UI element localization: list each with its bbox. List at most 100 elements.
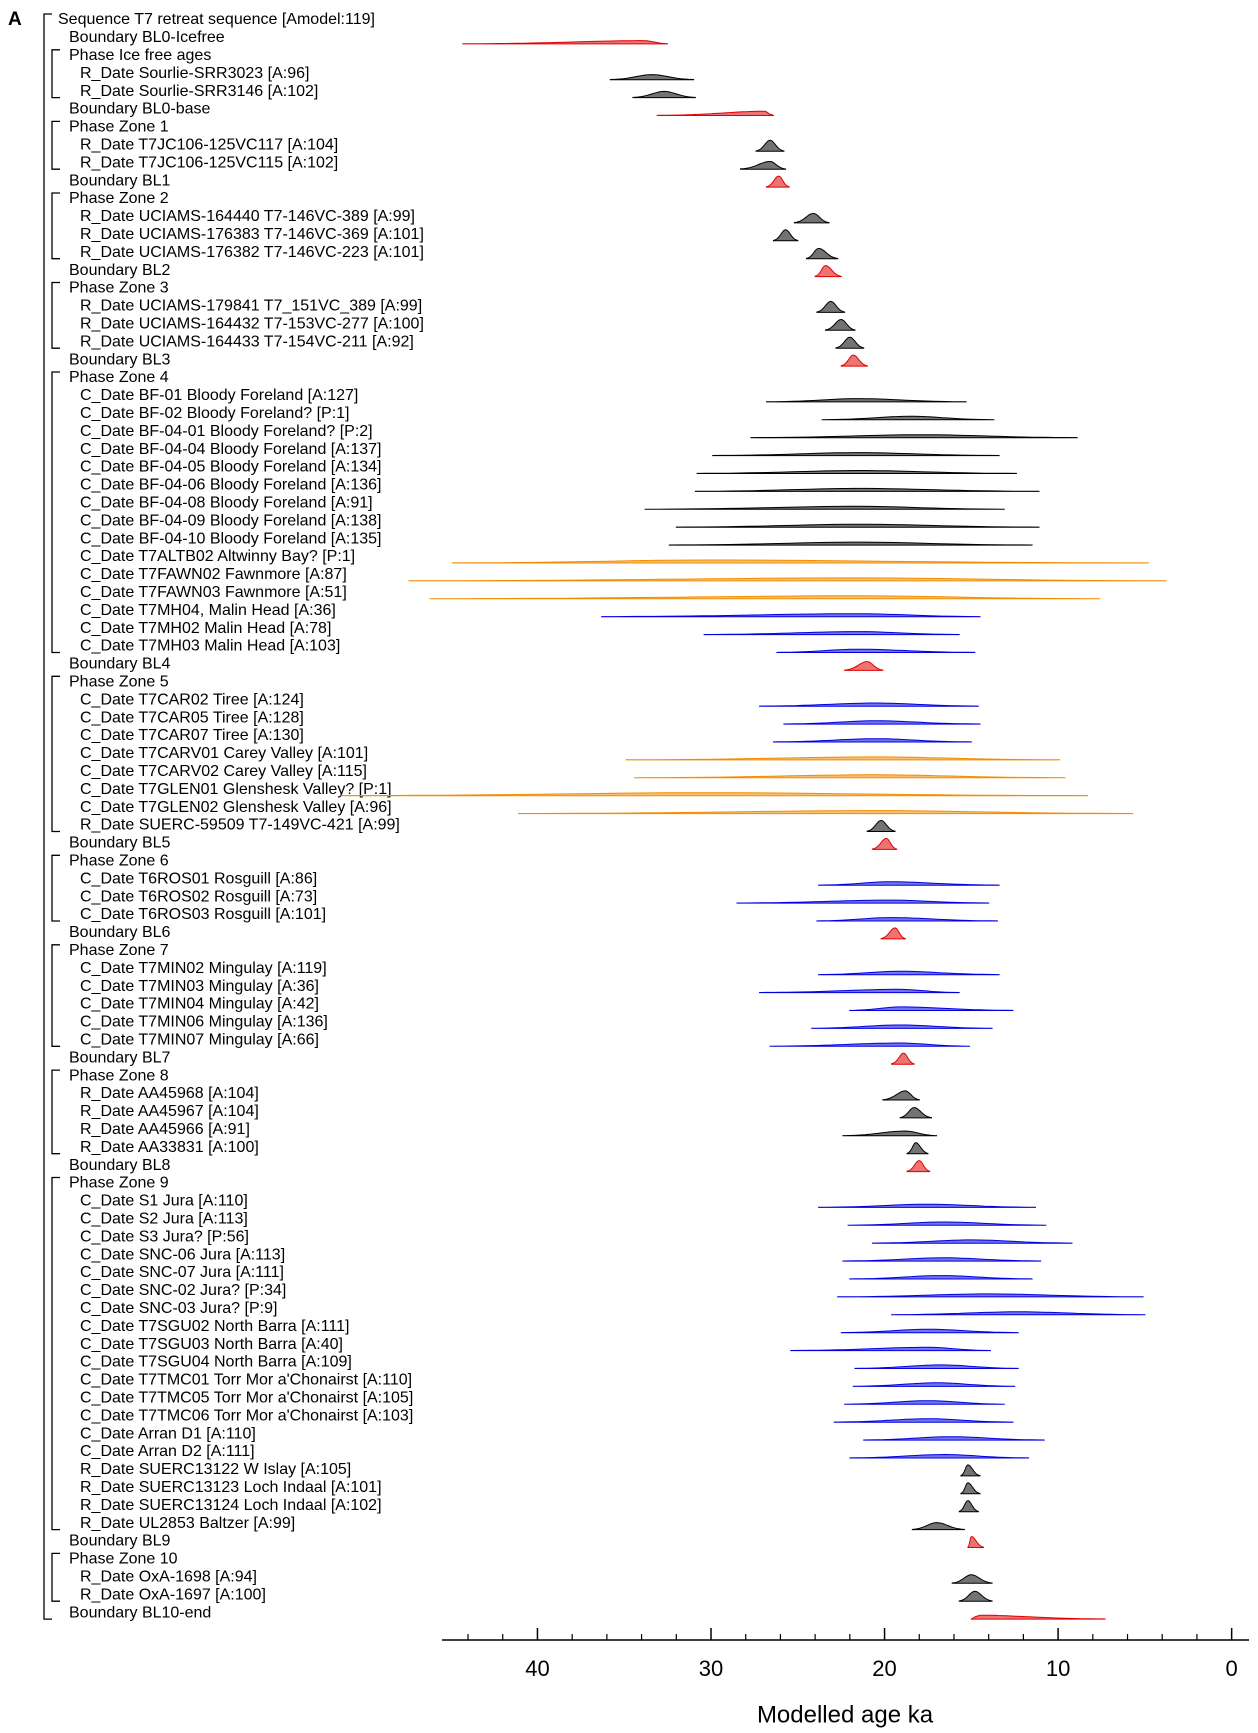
distribution [818, 1203, 1036, 1208]
distribution [842, 1130, 938, 1137]
distribution [811, 1024, 993, 1029]
date-label: C_Date T7CAR05 Tiree [A:128] [80, 709, 304, 726]
date-label: R_Date AA45966 [A:91] [80, 1121, 250, 1138]
date-label: R_Date SUERC13122 W Islay [A:105] [80, 1461, 351, 1478]
distribution [675, 523, 1040, 528]
date-label: C_Date T7MH03 Malin Head [A:103] [80, 638, 340, 655]
x-axis-title: Modelled age ka [757, 1701, 934, 1728]
phase-label: Phase Zone 2 [69, 190, 169, 207]
date-label: C_Date BF-04-09 Bloody Foreland [A:138] [80, 512, 382, 529]
date-label: R_Date UCIAMS-176383 T7-146VC-369 [A:101… [80, 226, 424, 243]
distribution [849, 1275, 1033, 1280]
distribution [755, 139, 785, 152]
distribution [625, 756, 1061, 761]
date-label: C_Date SNC-06 Jura [A:113] [80, 1246, 285, 1263]
phase-bracket [51, 1552, 60, 1602]
phase-label: Phase Zone 3 [69, 280, 169, 297]
distribution [840, 1328, 1019, 1334]
distribution [609, 74, 695, 81]
x-axis: 0 10 20 30 40 [442, 1628, 1249, 1681]
date-label: C_Date T6ROS03 Rosguill [A:101] [80, 906, 326, 923]
distribution [906, 1142, 929, 1155]
x-tick-label: 20 [872, 1656, 896, 1681]
distribution [644, 505, 1005, 510]
phase-bracket [51, 1176, 60, 1531]
date-label: C_Date Arran D1 [A:110] [80, 1425, 256, 1442]
date-label: R_Date SUERC-59509 T7-149VC-421 [A:99] [80, 817, 400, 834]
date-label: C_Date T7GLEN02 Glenshesk Valley [A:96] [80, 799, 392, 816]
date-label: R_Date AA45968 [A:104] [80, 1085, 259, 1102]
phase-bracket [51, 854, 60, 922]
distribution [951, 1574, 993, 1584]
phase-label: Phase Ice free ages [69, 47, 211, 64]
distribution [871, 837, 898, 850]
date-label: R_Date SUERC13123 Loch Indaal [A:101] [80, 1479, 382, 1496]
date-label: C_Date T7CARV01 Carey Valley [A:101] [80, 745, 368, 762]
date-label: R_Date AA45967 [A:104] [80, 1103, 259, 1120]
distribution [766, 175, 790, 188]
distribution [462, 40, 669, 45]
boundary-label: Boundary BL2 [69, 262, 171, 279]
distribution [703, 631, 960, 636]
distribution [967, 1535, 984, 1548]
date-label: R_Date T7JC106-125VC115 [A:102] [80, 154, 338, 171]
date-label: C_Date BF-04-08 Bloody Foreland [A:91] [80, 495, 373, 512]
distribution [793, 212, 830, 224]
panel-label: A [8, 9, 22, 30]
date-label: C_Date T7CAR07 Tiree [A:130] [80, 727, 304, 744]
boundary-label: Boundary BL1 [69, 172, 171, 189]
distribution [958, 1500, 979, 1513]
boundary-label: Boundary BL0-base [69, 101, 211, 118]
distribution [837, 1293, 1144, 1298]
distribution [852, 1382, 1016, 1387]
distribution [517, 810, 1134, 815]
date-label: C_Date Arran D2 [A:111] [80, 1443, 255, 1460]
distribution [736, 899, 990, 904]
distribution [849, 1453, 1030, 1459]
phase-bracket [51, 281, 60, 349]
date-label: R_Date AA33831 [A:100] [80, 1139, 259, 1156]
distribution [759, 988, 960, 994]
distribution [960, 1482, 981, 1495]
distribution [891, 1311, 1146, 1316]
distribution [911, 1522, 965, 1531]
phase-label: Phase Zone 5 [69, 674, 169, 691]
distribution [696, 470, 1017, 474]
date-label: C_Date BF-04-04 Bloody Foreland [A:137] [80, 441, 382, 458]
date-label: R_Date UCIAMS-164433 T7-154VC-211 [A:92] [80, 333, 414, 350]
date-label: C_Date T7SGU04 North Barra [A:109] [80, 1354, 352, 1371]
date-label: R_Date OxA-1697 [A:100] [80, 1586, 266, 1603]
distribution [783, 720, 981, 725]
date-label: C_Date BF-02 Bloody Foreland? [P:1] [80, 405, 349, 422]
distribution [863, 1436, 1045, 1441]
distribution [769, 1042, 971, 1047]
date-label: C_Date BF-01 Bloody Foreland [A:127] [80, 387, 358, 404]
distribution [821, 415, 995, 421]
distribution [694, 487, 1040, 492]
date-label: R_Date T7JC106-125VC117 [A:104] [80, 137, 338, 154]
distribution [773, 229, 799, 242]
date-label: C_Date S3 Jura? [P:56] [80, 1228, 249, 1245]
distribution [844, 661, 884, 671]
date-label: R_Date UCIAMS-176382 T7-146VC-223 [A:101… [80, 244, 424, 261]
boundary-label: Boundary BL10-end [69, 1604, 211, 1621]
date-label: R_Date OxA-1698 [A:94] [80, 1569, 257, 1586]
distribution [844, 1400, 1005, 1405]
phase-bracket [51, 192, 60, 260]
distribution [668, 541, 1033, 546]
x-tick-label: 40 [525, 1656, 549, 1681]
boundary-label: Boundary BL8 [69, 1157, 171, 1174]
distribution [871, 1239, 1073, 1244]
boundary-label: Boundary BL5 [69, 835, 171, 852]
date-label: C_Date T6ROS01 Rosguill [A:86] [80, 870, 317, 887]
date-label: C_Date T7MIN07 Mingulay [A:66] [80, 1032, 319, 1049]
phase-label: Phase Zone 7 [69, 942, 169, 959]
boundary-label: Boundary BL9 [69, 1533, 171, 1550]
distribution [899, 1107, 932, 1119]
distribution [766, 398, 967, 403]
distribution [866, 819, 896, 832]
distribution [773, 738, 972, 743]
distribution [806, 247, 839, 260]
